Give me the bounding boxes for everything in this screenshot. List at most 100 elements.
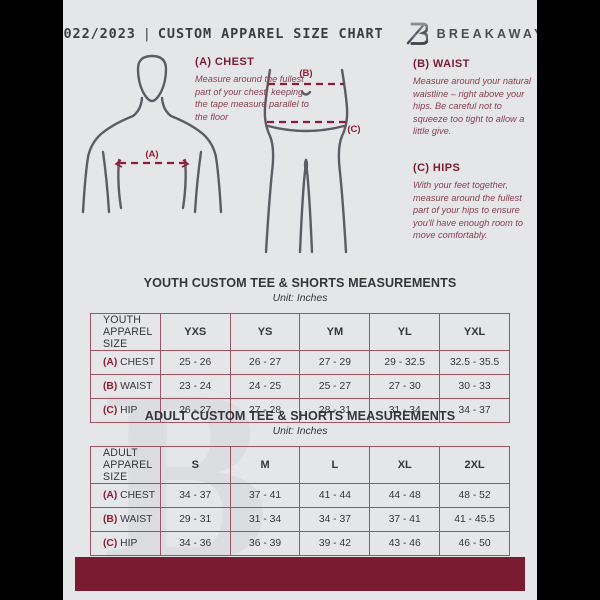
table-row: (A) CHEST 34 - 37 37 - 41 41 - 44 44 - 4… <box>90 483 510 508</box>
adult-row-waist-label: (B) WAIST <box>90 507 161 532</box>
table-row: (C) HIP 34 - 36 36 - 39 39 - 42 43 - 46 … <box>90 531 510 556</box>
waist-tag: (B) <box>103 514 118 525</box>
page-header: 2022/2023 | CUSTOM APPAREL SIZE CHART <box>63 18 537 50</box>
adult-size-s: S <box>159 446 231 484</box>
brand-name: BREAKAWAY <box>436 27 537 41</box>
chest-label: CHEST <box>120 357 156 368</box>
waist-label: WAIST <box>120 381 153 392</box>
youth-size-ys: YS <box>229 313 301 351</box>
youth-size-yxs: YXS <box>159 313 231 351</box>
youth-hip-yxl: 34 - 37 <box>439 398 510 423</box>
youth-waist-ys: 24 - 25 <box>229 374 301 399</box>
youth-waist-yxs: 23 - 24 <box>159 374 231 399</box>
adult-row-hip-label: (C) HIP <box>90 531 161 556</box>
youth-hip-yxs: 26 - 27 <box>159 398 231 423</box>
callout-hips-title: (C) HIPS <box>413 162 461 174</box>
table-row: (B) WAIST 29 - 31 31 - 34 34 - 37 37 - 4… <box>90 507 510 532</box>
youth-size-yxl: YXL <box>439 313 510 351</box>
hip-tag: (C) <box>103 538 118 549</box>
hip-marker-label: (C) <box>347 124 360 135</box>
adult-chest-l: 41 - 44 <box>299 483 371 508</box>
adult-hip-l: 39 - 42 <box>299 531 371 556</box>
header-season: 2022/2023 <box>63 26 136 42</box>
waist-marker-label: (B) <box>299 68 312 79</box>
adult-size-label: ADULT APPAREL SIZE <box>90 446 161 484</box>
youth-section-unit: Unit: Inches <box>272 293 328 304</box>
callout-hips: (C) HIPS With your feet together, measur… <box>413 162 535 242</box>
table-header-row: ADULT APPAREL SIZE S M L XL 2XL <box>90 446 510 484</box>
chart-page: B 2022/2023 | CUSTOM APPAREL SIZE CHART <box>63 0 537 600</box>
adult-chest-2xl: 48 - 52 <box>439 483 510 508</box>
youth-row-chest-label: (A) CHEST <box>90 350 161 375</box>
adult-section-unit: Unit: Inches <box>272 426 328 437</box>
table-row: (B) WAIST 23 - 24 24 - 25 25 - 27 27 - 3… <box>90 374 510 399</box>
adult-waist-m: 31 - 34 <box>229 507 301 532</box>
table-row: (C) HIP 26 - 27 27 - 28 28 - 31 31 - 34 … <box>90 398 510 423</box>
adult-chest-xl: 44 - 48 <box>369 483 441 508</box>
hip-tag: (C) <box>103 405 118 416</box>
adult-waist-s: 29 - 31 <box>159 507 231 532</box>
hip-label: HIP <box>120 405 138 416</box>
measurement-diagram: (A) <box>63 52 537 270</box>
callout-hips-body: With your feet together, measure around … <box>413 180 524 241</box>
youth-waist-yl: 27 - 30 <box>369 374 441 399</box>
brand-logo: BREAKAWAY <box>406 21 537 47</box>
chest-marker-label: (A) <box>145 149 158 160</box>
callout-waist-body: Measure around your natural waistline – … <box>413 76 531 137</box>
youth-section-title: YOUTH CUSTOM TEE & SHORTS MEASUREMENTS <box>143 276 457 290</box>
adult-waist-xl: 37 - 41 <box>369 507 441 532</box>
adult-chest-m: 37 - 41 <box>229 483 301 508</box>
adult-size-table: ADULT APPAREL SIZE S M L XL 2XL (A) CHES… <box>90 446 510 556</box>
adult-size-l: L <box>299 446 371 484</box>
breakaway-b-monogram-icon <box>406 22 428 45</box>
waist-tag: (B) <box>103 381 118 392</box>
youth-size-label: YOUTH APPAREL SIZE <box>90 313 161 351</box>
callout-chest-body: Measure around the fullest part of your … <box>195 74 309 122</box>
adult-row-chest-label: (A) CHEST <box>90 483 161 508</box>
adult-hip-2xl: 46 - 50 <box>439 531 510 556</box>
adult-section: ADULT CUSTOM TEE & SHORTS MEASUREMENTS U… <box>63 409 537 556</box>
adult-hip-xl: 43 - 46 <box>369 531 441 556</box>
adult-size-2xl: 2XL <box>439 446 510 484</box>
callout-waist: (B) WAIST Measure around your natural wa… <box>413 58 533 138</box>
youth-chest-ym: 27 - 29 <box>299 350 371 375</box>
body-figures-svg: (A) <box>81 54 361 254</box>
callout-waist-title: (B) WAIST <box>413 58 470 70</box>
youth-chest-yxs: 25 - 26 <box>159 350 231 375</box>
page-title: CUSTOM APPAREL SIZE CHART <box>157 26 384 42</box>
chest-label: CHEST <box>120 490 156 501</box>
callout-chest-title: (A) CHEST <box>195 56 255 68</box>
youth-chest-yxl: 32.5 - 35.5 <box>439 350 510 375</box>
youth-hip-yl: 31 - 34 <box>369 398 441 423</box>
youth-hip-ym: 28 - 31 <box>299 398 371 423</box>
adult-hip-s: 34 - 36 <box>159 531 231 556</box>
youth-size-table: YOUTH APPAREL SIZE YXS YS YM YL YXL (A) … <box>90 313 510 423</box>
upper-body-figure <box>81 54 223 214</box>
chest-tag: (A) <box>103 490 118 501</box>
adult-size-m: M <box>229 446 301 484</box>
youth-waist-yxl: 30 - 33 <box>439 374 510 399</box>
youth-hip-ys: 27 - 28 <box>229 398 301 423</box>
youth-row-waist-label: (B) WAIST <box>90 374 161 399</box>
youth-row-hip-label: (C) HIP <box>90 398 161 423</box>
table-header-row: YOUTH APPAREL SIZE YXS YS YM YL YXL <box>90 313 510 351</box>
hip-label: HIP <box>120 538 138 549</box>
youth-size-yl: YL <box>369 313 441 351</box>
adult-waist-l: 34 - 37 <box>299 507 371 532</box>
youth-size-ym: YM <box>299 313 371 351</box>
footer-bar <box>75 557 525 591</box>
chest-measure-line <box>114 159 190 168</box>
adult-waist-2xl: 41 - 45.5 <box>439 507 510 532</box>
youth-chest-yl: 29 - 32.5 <box>369 350 441 375</box>
youth-waist-ym: 25 - 27 <box>299 374 371 399</box>
chest-tag: (A) <box>103 357 118 368</box>
waist-label: WAIST <box>120 514 153 525</box>
lower-body-figure <box>263 68 349 254</box>
callout-chest: (A) CHEST Measure around the fullest par… <box>195 56 313 123</box>
adult-size-xl: XL <box>369 446 441 484</box>
adult-hip-m: 36 - 39 <box>229 531 301 556</box>
youth-chest-ys: 26 - 27 <box>229 350 301 375</box>
table-row: (A) CHEST 25 - 26 26 - 27 27 - 29 29 - 3… <box>90 350 510 375</box>
adult-chest-s: 34 - 37 <box>159 483 231 508</box>
